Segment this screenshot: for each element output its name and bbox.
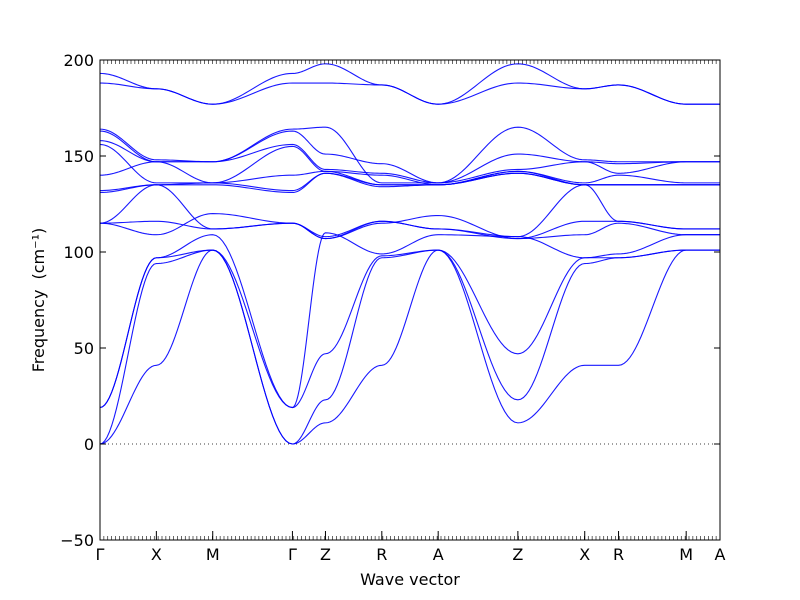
y-tick-label: 50 <box>74 339 94 358</box>
y-tick-label: 100 <box>63 243 94 262</box>
y-axis-label: Frequency (cm⁻¹) <box>29 228 48 372</box>
x-tick-label: Γ <box>288 545 297 564</box>
x-tick-label: A <box>433 545 444 564</box>
y-tick-label: 200 <box>63 51 94 70</box>
y-tick-label: −50 <box>60 531 94 550</box>
y-tick-label: 0 <box>84 435 94 454</box>
x-tick-label: X <box>579 545 590 564</box>
x-tick-label: Z <box>512 545 523 564</box>
x-tick-label: X <box>151 545 162 564</box>
x-tick-label: Γ <box>96 545 105 564</box>
x-tick-label: M <box>206 545 220 564</box>
x-axis-label: Wave vector <box>360 570 460 589</box>
x-tick-label: R <box>376 545 387 564</box>
y-axis-label-unit: (cm⁻¹) <box>29 228 48 280</box>
x-tick-label: M <box>679 545 693 564</box>
y-tick-label: 150 <box>63 147 94 166</box>
y-axis-label-text: Frequency <box>29 290 48 373</box>
x-tick-label: R <box>613 545 624 564</box>
x-tick-label: A <box>715 545 726 564</box>
x-tick-label: Z <box>320 545 331 564</box>
